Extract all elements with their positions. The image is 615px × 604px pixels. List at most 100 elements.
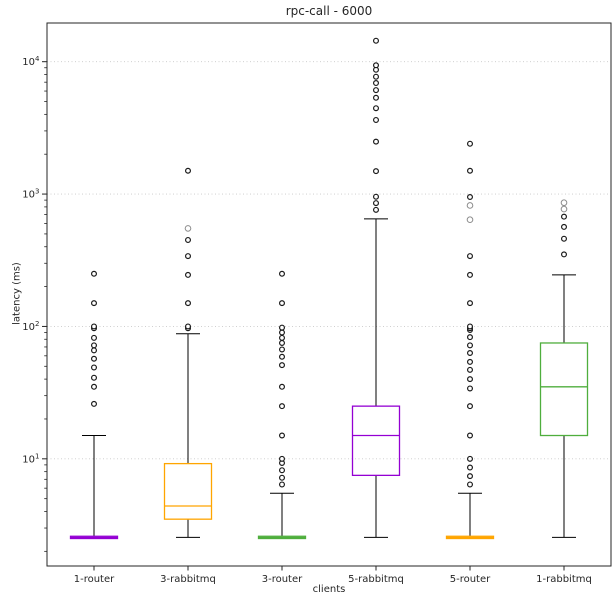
box-group-3-router [257,270,307,540]
flier-point-muted [466,216,474,224]
flier-point [467,300,474,307]
flier-point [467,167,474,174]
y-tick-label: 104 [22,55,40,68]
flier-point [373,80,380,87]
flier-point [467,342,474,349]
box-group-3-rabbitmq [163,167,213,538]
flier-point [467,455,474,462]
flier-point [279,270,286,277]
flier-point [90,334,97,341]
x-tick-label: 5-router [450,574,491,585]
plot-border [46,22,612,567]
flier-point [467,253,474,260]
x-tick-label: 5-rabbitmq [348,574,404,585]
flier-point [560,213,567,220]
flier-point [90,374,97,381]
flier-point [373,200,380,207]
flier-point [279,362,286,369]
flier-point [560,235,567,242]
flier-point [373,116,380,123]
flier-point-muted [560,199,568,207]
flier-point [467,481,474,488]
flier-point [90,270,97,277]
y-tick-label: 101 [22,452,39,465]
x-tick-label: 3-router [262,574,303,585]
flier-point [185,323,192,330]
flier-point [279,334,286,341]
flier-point [279,339,286,346]
flier-point [279,481,286,488]
flier-point [560,223,567,230]
x-tick-label: 1-rabbitmq [536,574,592,585]
flier-point-muted [184,225,192,232]
flier-point [185,167,192,174]
flier-point-muted [560,205,568,213]
flier-point [467,323,474,330]
flier-point [90,355,97,362]
flier-point [90,323,97,330]
flier-point [373,94,380,101]
flier-point [90,300,97,307]
flier-point [467,432,474,439]
flier-point [185,300,192,307]
x-tick-label: 1-router [74,574,115,585]
flier-point [373,62,380,69]
flier-point [373,168,380,175]
iqr-box [539,342,589,437]
flier-point [279,346,286,353]
box-group-1-rabbitmq [539,199,589,538]
flier-point [279,432,286,439]
flier-point [467,271,474,278]
flier-point [467,366,474,373]
chart-title: rpc-call - 6000 [285,4,373,18]
flier-point [467,334,474,341]
flier-point [279,353,286,360]
flier-point [373,37,380,44]
flier-point-muted [466,202,474,209]
flier-point [279,300,286,307]
flier-point [373,87,380,94]
flier-point [279,403,286,410]
box-group-5-rabbitmq [351,37,401,538]
flier-point [560,251,567,258]
flier-point [90,400,97,407]
flier-point [90,347,97,354]
flier-point [90,364,97,371]
flier-point [467,350,474,357]
flier-point [467,464,474,471]
flier-point [279,329,286,336]
x-tick-label: 3-rabbitmq [160,574,216,585]
flier-point [90,342,97,349]
flier-point [185,253,192,260]
flier-point [279,474,286,481]
flier-point [467,473,474,480]
flier-point [467,194,474,201]
flier-point [373,193,380,200]
flier-point [467,358,474,365]
flier-point [185,236,192,243]
flier-point [467,385,474,392]
y-axis-label: latency (ms) [11,262,23,325]
flier-point [467,403,474,410]
y-tick-label: 103 [22,188,39,201]
iqr-box [163,462,213,520]
box-group-5-router [445,140,495,540]
flier-point [185,271,192,278]
flier-point [373,206,380,213]
flier-point [467,140,474,147]
iqr-box [351,405,401,477]
flier-point [373,138,380,145]
flier-point [279,324,286,331]
flier-point [467,376,474,383]
flier-point [90,383,97,390]
flier-point [279,455,286,462]
flier-point [279,383,286,390]
x-axis-label: clients [312,584,346,595]
y-tick-label: 102 [22,320,39,333]
box-group-1-router [69,270,119,540]
flier-point [373,105,380,112]
flier-point [279,467,286,474]
flier-point [373,73,380,80]
